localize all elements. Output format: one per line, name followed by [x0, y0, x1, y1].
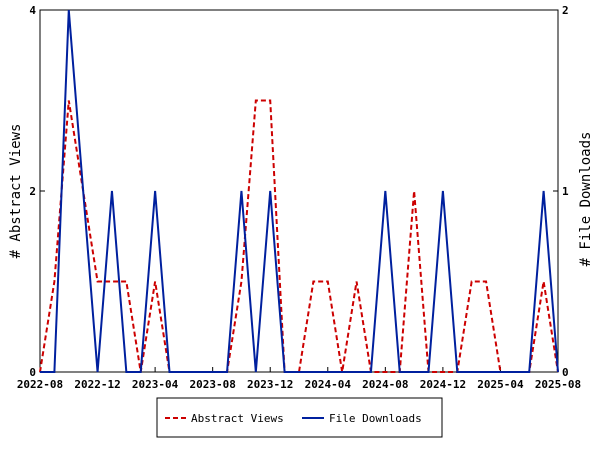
y2-tick-label: 2 [562, 4, 569, 17]
x-axis: 2022-08 2022-12 2023-04 2023-08 2023-12 2024-… [17, 367, 581, 391]
legend-box [156, 397, 443, 438]
y-axis-title: # Abstract Views [8, 124, 24, 259]
x-tick-label: 2022-12 [74, 378, 120, 391]
y-axis-right: 0 1 2 [553, 4, 569, 379]
x-tick-label: 2022-08 [17, 378, 63, 391]
y-tick-label: 0 [29, 366, 36, 379]
y2-tick-label: 1 [562, 185, 569, 198]
legend-label-file-downloads: File Downloads [329, 412, 422, 425]
x-tick-label: 2024-12 [420, 378, 466, 391]
y2-axis-title: # File Downloads [578, 132, 594, 267]
x-tick-label: 2025-04 [477, 378, 524, 391]
x-tick-label: 2024-08 [362, 378, 408, 391]
series-line-file-downloads [40, 9, 559, 373]
series-line-abstract-views [39, 99, 559, 373]
legend-label-abstract-views: Abstract Views [191, 412, 284, 425]
y-tick-label: 2 [29, 185, 36, 198]
x-tick-label: 2024-04 [305, 378, 352, 391]
series-layer [39, 9, 559, 373]
x-tick-label: 2025-08 [535, 378, 581, 391]
plot-frame [39, 9, 559, 373]
x-tick-label: 2023-08 [189, 378, 235, 391]
y-tick-label: 4 [29, 4, 36, 17]
legend: Abstract Views File Downloads [156, 397, 443, 438]
y2-tick-label: 0 [562, 366, 569, 379]
x-tick-label: 2023-04 [132, 378, 179, 391]
x-tick-label: 2023-12 [247, 378, 293, 391]
